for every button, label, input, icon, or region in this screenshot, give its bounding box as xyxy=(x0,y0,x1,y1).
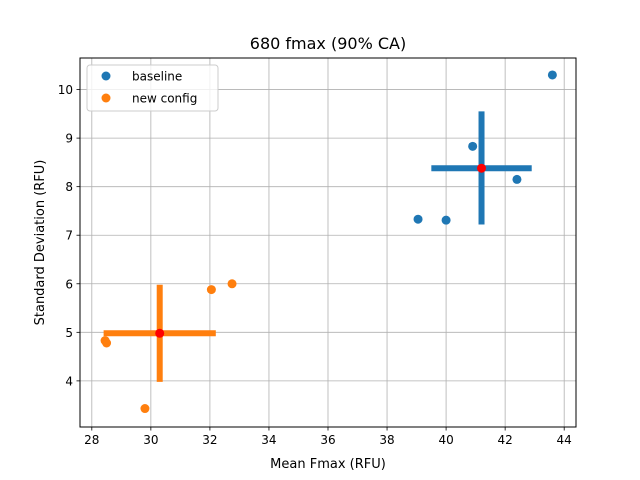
y-axis-ticks: 4 5 6 7 8 9 10 xyxy=(58,83,80,388)
x-tick-label: 28 xyxy=(84,433,99,447)
data-point-new-config xyxy=(140,404,150,414)
data-point-baseline xyxy=(441,215,451,225)
legend-marker-new-config xyxy=(101,93,111,103)
y-tick-label: 6 xyxy=(65,277,73,291)
x-tick-label: 40 xyxy=(438,433,453,447)
data-point-new-config xyxy=(227,279,237,289)
y-tick-label: 7 xyxy=(65,229,73,243)
x-tick-label: 44 xyxy=(557,433,572,447)
grid xyxy=(80,58,576,427)
legend-box xyxy=(86,64,219,112)
y-tick-label: 10 xyxy=(58,83,73,97)
data-points xyxy=(100,70,557,414)
y-tick-label: 9 xyxy=(65,132,73,146)
legend-label-new-config: new config xyxy=(132,92,197,106)
plot-frame xyxy=(79,57,577,428)
data-point-baseline xyxy=(468,141,478,151)
x-tick-label: 32 xyxy=(202,433,217,447)
x-tick-label: 42 xyxy=(498,433,513,447)
x-tick-label: 34 xyxy=(261,433,276,447)
data-point-new-config xyxy=(102,338,112,348)
mean-marker-new-config xyxy=(155,328,165,338)
y-axis-label: Standard Deviation (RFU) xyxy=(33,160,48,326)
y-tick-label: 5 xyxy=(65,326,73,340)
x-axis-ticks: 28 30 32 34 36 38 40 42 44 xyxy=(84,427,572,447)
mean-markers xyxy=(155,163,487,338)
chart-title: 680 fmax (90% CA) xyxy=(250,34,406,53)
mean-marker-baseline xyxy=(477,163,487,173)
data-point-baseline xyxy=(512,174,522,184)
y-tick-label: 8 xyxy=(65,180,73,194)
legend-label-baseline: baseline xyxy=(132,70,182,84)
x-axis-label: Mean Fmax (RFU) xyxy=(270,457,386,472)
data-point-baseline xyxy=(547,70,557,80)
x-tick-label: 38 xyxy=(379,433,394,447)
legend: baseline new config xyxy=(86,64,219,112)
data-point-new-config xyxy=(206,285,216,295)
x-tick-label: 30 xyxy=(143,433,158,447)
x-tick-label: 36 xyxy=(320,433,335,447)
data-point-baseline xyxy=(413,214,423,224)
legend-marker-baseline xyxy=(101,71,111,81)
y-tick-label: 4 xyxy=(65,374,73,388)
